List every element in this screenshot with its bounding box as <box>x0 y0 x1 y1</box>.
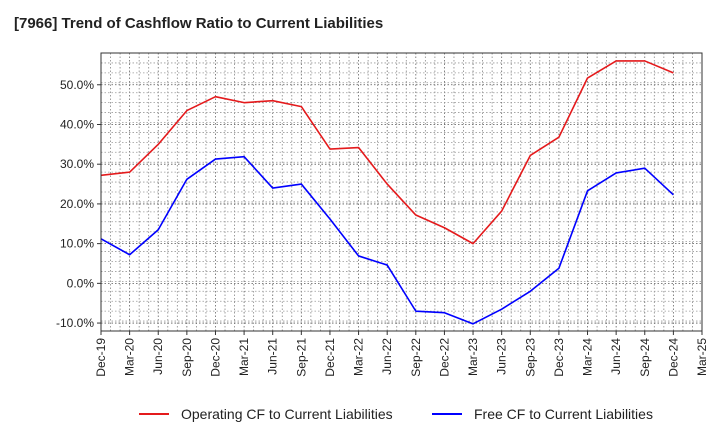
x-tick-label: Jun-22 <box>380 338 394 375</box>
x-tick-label: Sep-22 <box>409 338 423 377</box>
x-tick-label: Sep-21 <box>294 338 308 377</box>
legend-label-2: Free CF to Current Liabilities <box>474 406 653 422</box>
x-tick-label: Mar-20 <box>123 338 137 376</box>
series-line-2 <box>100 155 674 325</box>
y-tick-label: 40.0% <box>60 117 94 131</box>
x-tick-label: Mar-23 <box>466 338 480 376</box>
x-tick-label: Dec-21 <box>323 338 337 377</box>
chart-title: [7966] Trend of Cashflow Ratio to Curren… <box>14 15 384 32</box>
x-tick-label: Jun-21 <box>266 338 280 375</box>
legend: Operating CF to Current Liabilities Free … <box>139 406 653 422</box>
y-tick-label: 20.0% <box>60 197 94 211</box>
x-tick-label: Dec-23 <box>552 338 566 377</box>
legend-label-1: Operating CF to Current Liabilities <box>181 406 393 422</box>
x-tick-label: Jun-24 <box>609 338 623 375</box>
x-tick-label: Mar-21 <box>237 338 251 376</box>
x-tick-label: Mar-25 <box>695 338 709 376</box>
x-tick-label: Dec-20 <box>208 338 222 377</box>
y-tick-label: -10.0% <box>56 316 94 330</box>
x-tick-label: Dec-24 <box>666 338 680 377</box>
y-tick-label: 30.0% <box>60 157 94 171</box>
x-tick-label: Dec-22 <box>437 338 451 377</box>
x-tick-label: Sep-20 <box>180 338 194 377</box>
y-tick-label: 10.0% <box>60 237 94 251</box>
x-tick-label: Dec-19 <box>94 338 108 377</box>
axes: -10.0% 0.0% 10.0% 20.0% 30.0% 40.0% 50.0% Dec-1… <box>56 52 709 377</box>
x-tick-label: Jun-23 <box>495 338 509 375</box>
plot-border <box>100 52 703 332</box>
x-tick-label: Mar-22 <box>352 338 366 376</box>
grid-lines <box>101 53 702 331</box>
y-tick-label: 50.0% <box>60 78 94 92</box>
x-tick-label: Jun-20 <box>151 338 165 375</box>
x-tick-label: Sep-23 <box>523 338 537 377</box>
x-tick-label: Sep-24 <box>638 338 652 377</box>
series-lines <box>100 60 674 325</box>
series-line-1 <box>100 60 674 245</box>
y-tick-label: 0.0% <box>67 276 95 290</box>
x-tick-label: Mar-24 <box>581 338 595 376</box>
